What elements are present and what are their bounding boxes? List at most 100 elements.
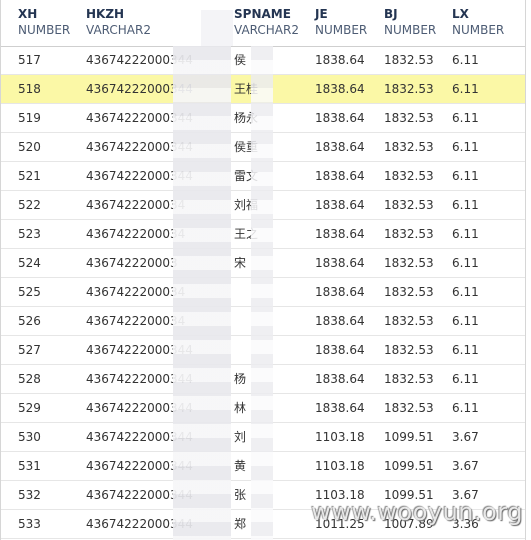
cell-xh[interactable]: 526 [18,314,41,328]
cell-je[interactable]: 1838.64 [315,227,365,241]
cell-lx[interactable]: 6.11 [452,314,479,328]
cell-xh[interactable]: 523 [18,227,41,241]
cell-xh[interactable]: 531 [18,459,41,473]
cell-bj[interactable]: 1832.53 [384,256,434,270]
table-row[interactable]: 528 43674222000344 杨 1838.64 1832.53 6.11 [1,365,525,394]
table-row[interactable]: 523 4367422200034 王之 1838.64 1832.53 6.11 [1,220,525,249]
cell-hkzh[interactable]: 43674222000344 [86,488,193,502]
column-header-xh[interactable]: XH NUMBER [18,6,70,38]
cell-spname[interactable]: 宋 [234,256,247,270]
table-row[interactable]: 526 4367422200034 1838.64 1832.53 6.11 [1,307,525,336]
cell-bj[interactable]: 1832.53 [384,227,434,241]
table-row[interactable]: 522 4367422200034 刘福 1838.64 1832.53 6.11 [1,191,525,220]
cell-lx[interactable]: 6.11 [452,140,479,154]
cell-hkzh[interactable]: 43674222000344 [86,111,193,125]
cell-hkzh[interactable]: 43674222000344 [86,401,193,415]
cell-lx[interactable]: 6.11 [452,227,479,241]
cell-je[interactable]: 1838.64 [315,82,365,96]
cell-bj[interactable]: 1832.53 [384,314,434,328]
cell-bj[interactable]: 1832.53 [384,285,434,299]
cell-lx[interactable]: 6.11 [452,285,479,299]
table-row[interactable]: 524 436742220003 宋 1838.64 1832.53 6.11 [1,249,525,278]
cell-hkzh[interactable]: 4367422200034 [86,314,186,328]
cell-je[interactable]: 1838.64 [315,285,365,299]
cell-xh[interactable]: 517 [18,53,41,67]
table-row[interactable]: 530 43674222000344 刘 1103.18 1099.51 3.67 [1,423,525,452]
table-row[interactable]: 525 4367422200034 1838.64 1832.53 6.11 [1,278,525,307]
cell-bj[interactable]: 1099.51 [384,488,434,502]
cell-hkzh[interactable]: 43674222000344 [86,517,193,531]
cell-lx[interactable]: 3.67 [452,488,479,502]
cell-je[interactable]: 1838.64 [315,372,365,386]
cell-je[interactable]: 1011.25 [315,517,365,531]
cell-lx[interactable]: 6.11 [452,111,479,125]
column-header-spname[interactable]: SPNAME VARCHAR2 [234,6,299,38]
cell-je[interactable]: 1838.64 [315,401,365,415]
cell-xh[interactable]: 522 [18,198,41,212]
cell-bj[interactable]: 1832.53 [384,198,434,212]
cell-lx[interactable]: 6.11 [452,401,479,415]
cell-je[interactable]: 1838.64 [315,314,365,328]
cell-hkzh[interactable]: 436742220003 [86,256,178,270]
cell-xh[interactable]: 524 [18,256,41,270]
cell-lx[interactable]: 6.11 [452,256,479,270]
table-row[interactable]: 521 43674222000344 雷文 1838.64 1832.53 6.11 [1,162,525,191]
cell-bj[interactable]: 1099.51 [384,459,434,473]
table-row[interactable]: 520 43674222000344 侯重 1838.64 1832.53 6.11 [1,133,525,162]
cell-hkzh[interactable]: 43674222000344 [86,53,193,67]
cell-lx[interactable]: 6.11 [452,53,479,67]
cell-xh[interactable]: 519 [18,111,41,125]
cell-spname[interactable]: 杨 [234,372,247,386]
cell-spname[interactable]: 郑 [234,517,247,531]
column-header-je[interactable]: JE NUMBER [315,6,367,38]
table-row[interactable]: 517 43674222000344 侯 1838.64 1832.53 6.11 [1,46,525,75]
cell-bj[interactable]: 1832.53 [384,372,434,386]
cell-je[interactable]: 1838.64 [315,198,365,212]
cell-lx[interactable]: 3.67 [452,459,479,473]
table-row[interactable]: 531 43674222000344 黄 1103.18 1099.51 3.67 [1,452,525,481]
cell-spname[interactable]: 雷文 [234,169,259,183]
cell-xh[interactable]: 532 [18,488,41,502]
cell-hkzh[interactable]: 43674222000344 [86,372,193,386]
cell-bj[interactable]: 1832.53 [384,111,434,125]
cell-je[interactable]: 1838.64 [315,53,365,67]
cell-bj[interactable]: 1007.89 [384,517,434,531]
cell-spname[interactable]: 刘福 [234,198,259,212]
cell-bj[interactable]: 1832.53 [384,53,434,67]
cell-xh[interactable]: 529 [18,401,41,415]
cell-xh[interactable]: 518 [18,82,41,96]
cell-spname[interactable]: 刘 [234,430,247,444]
cell-lx[interactable]: 3.36 [452,517,479,531]
cell-lx[interactable]: 6.11 [452,169,479,183]
table-row[interactable]: 529 43674222000344 林 1838.64 1832.53 6.11 [1,394,525,423]
cell-je[interactable]: 1838.64 [315,343,365,357]
cell-xh[interactable]: 530 [18,430,41,444]
cell-spname[interactable]: 王桂 [234,82,259,96]
cell-hkzh[interactable]: 43674222000344 [86,343,193,357]
table-row[interactable]: 519 43674222000344 杨永 1838.64 1832.53 6.11 [1,104,525,133]
cell-hkzh[interactable]: 4367422200034 [86,198,186,212]
cell-bj[interactable]: 1099.51 [384,430,434,444]
cell-je[interactable]: 1103.18 [315,459,365,473]
column-header-lx[interactable]: LX NUMBER [452,6,504,38]
cell-xh[interactable]: 521 [18,169,41,183]
cell-hkzh[interactable]: 43674222000344 [86,459,193,473]
table-row-selected[interactable]: 518 43674222000344 王桂 1838.64 1832.53 6.11 [1,75,525,104]
cell-bj[interactable]: 1832.53 [384,343,434,357]
cell-spname[interactable]: 王之 [234,227,259,241]
table-row[interactable]: 533 43674222000344 郑 1011.25 1007.89 3.36 [1,510,525,539]
cell-hkzh[interactable]: 43674222000344 [86,82,193,96]
cell-spname[interactable]: 侯 [234,53,247,67]
cell-spname[interactable]: 林 [234,401,247,415]
cell-je[interactable]: 1103.18 [315,488,365,502]
cell-hkzh[interactable]: 43674222000344 [86,169,193,183]
cell-spname[interactable]: 侯重 [234,140,259,154]
cell-lx[interactable]: 3.67 [452,430,479,444]
cell-xh[interactable]: 520 [18,140,41,154]
cell-je[interactable]: 1838.64 [315,111,365,125]
cell-lx[interactable]: 6.11 [452,198,479,212]
cell-xh[interactable]: 527 [18,343,41,357]
cell-lx[interactable]: 6.11 [452,82,479,96]
table-row[interactable]: 527 43674222000344 1838.64 1832.53 6.11 [1,336,525,365]
cell-lx[interactable]: 6.11 [452,372,479,386]
